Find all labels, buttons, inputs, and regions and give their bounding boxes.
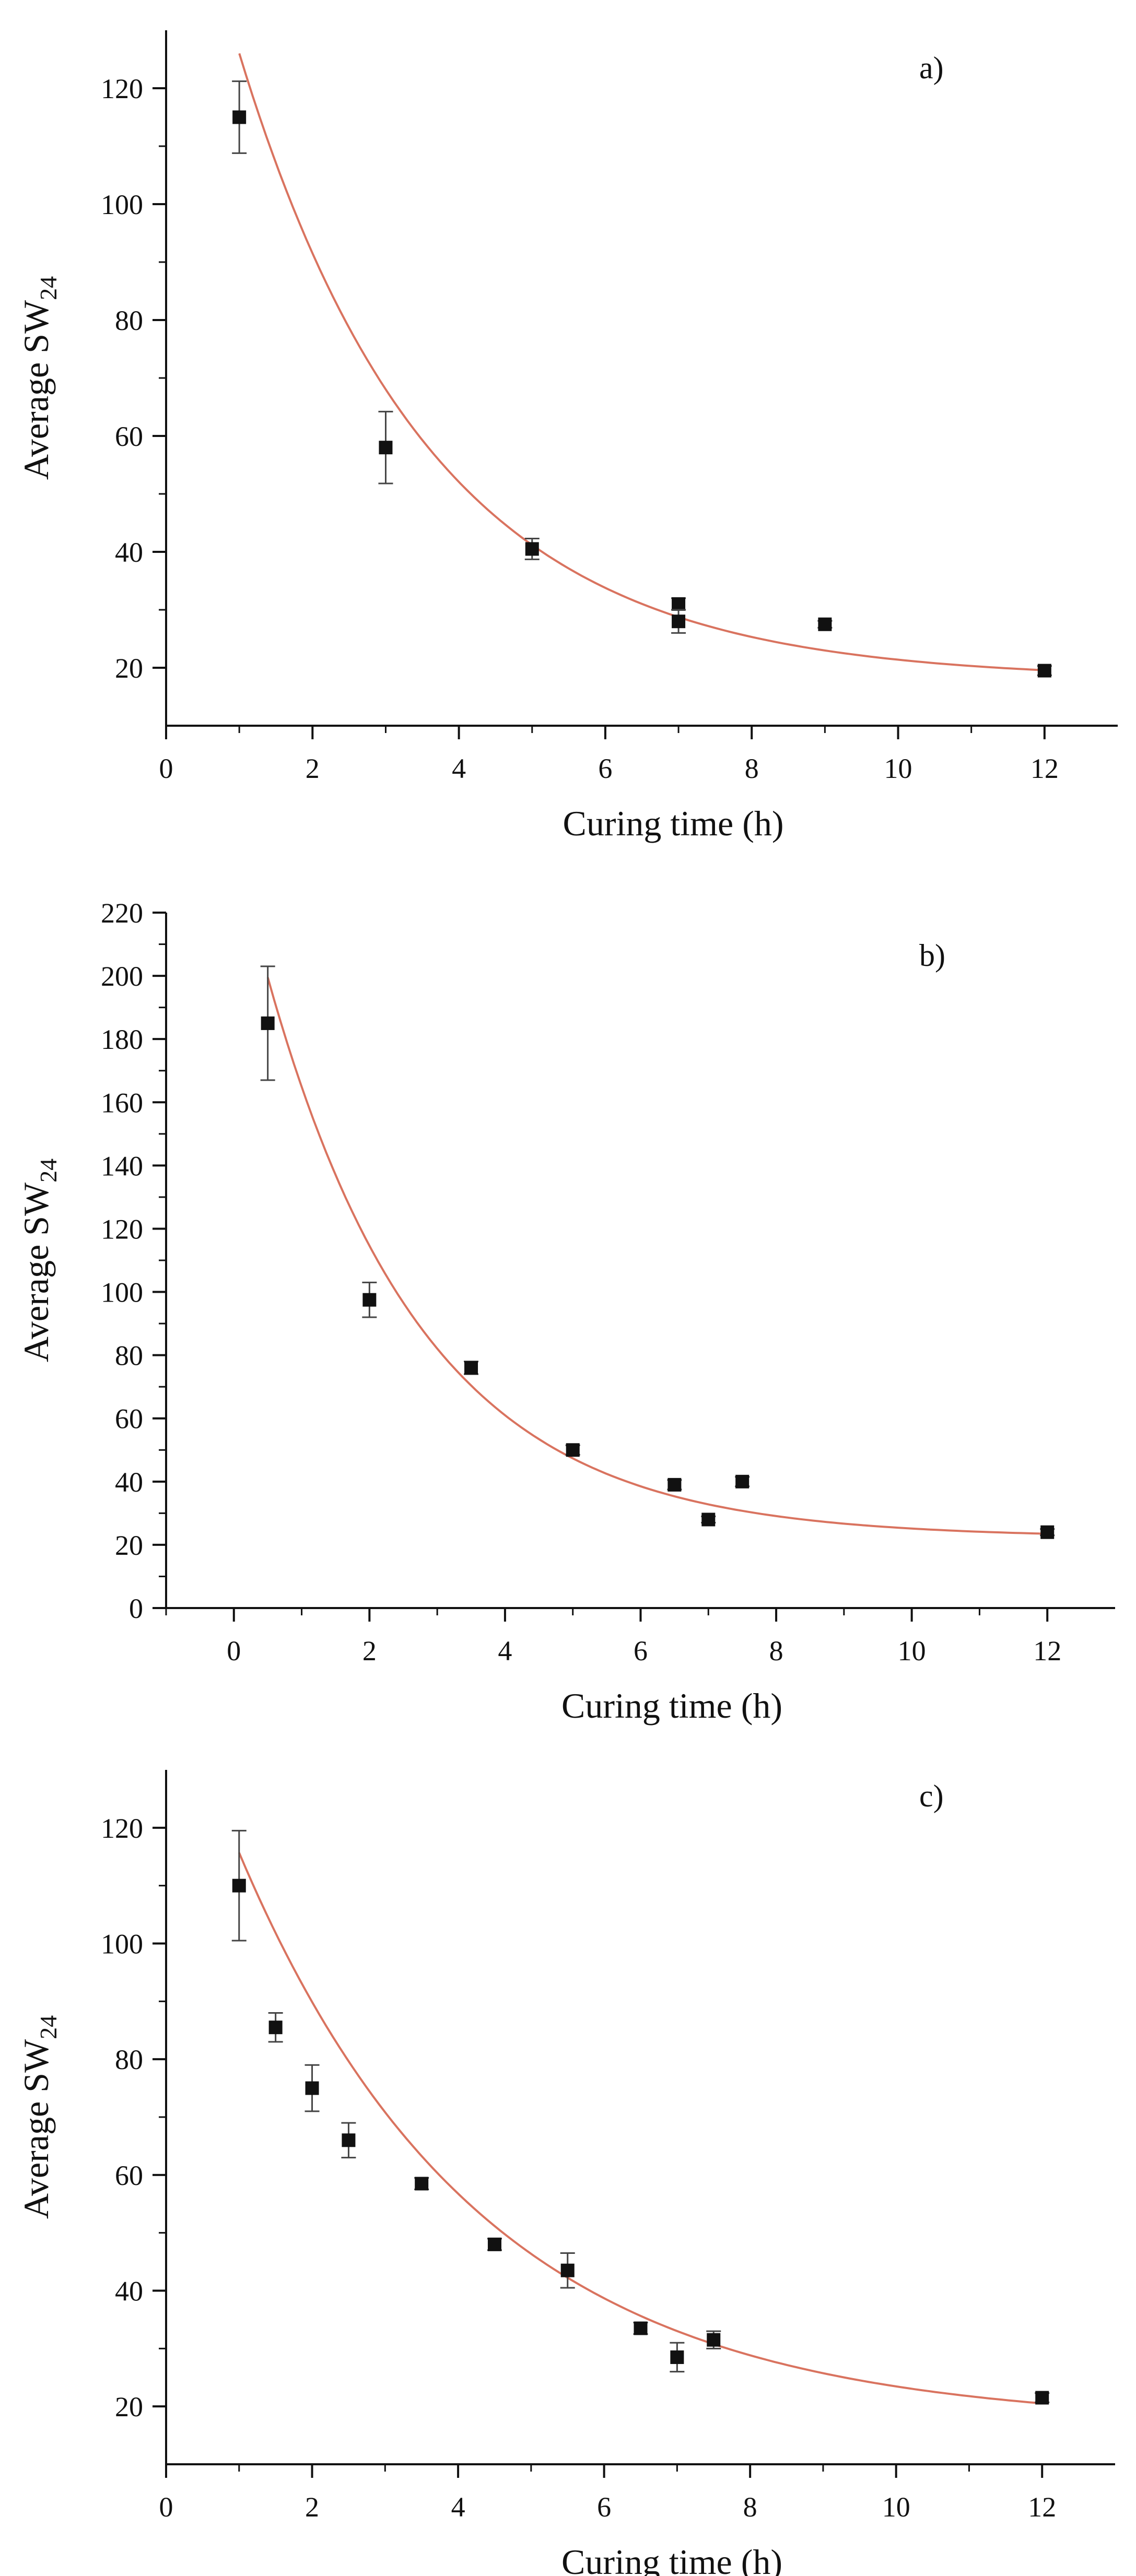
fit-curve <box>238 1852 1043 2405</box>
y-axis-title-subscript: 24 <box>35 276 62 300</box>
chart-panel: 0 2 4 6 8 10 12020406080100120140160180200220C… <box>16 897 1115 1726</box>
y-tick-label: 100 <box>101 1929 143 1960</box>
x-tick-label: 2 <box>306 753 320 784</box>
y-tick-label: 200 <box>101 961 143 992</box>
data-point <box>268 2020 283 2035</box>
data-point <box>305 2081 319 2095</box>
fit-curve <box>238 53 1045 671</box>
data-point <box>525 542 539 556</box>
data-point <box>487 2237 501 2251</box>
x-tick-label: 6 <box>597 2491 611 2523</box>
y-tick-label: 60 <box>115 1403 143 1435</box>
data-point <box>701 1512 716 1527</box>
x-tick-label: 6 <box>634 1635 648 1667</box>
y-tick-label: 0 <box>129 1593 143 1624</box>
y-axis-title: Average SW24 <box>16 1159 62 1362</box>
y-tick-label: 40 <box>115 2276 143 2307</box>
x-tick-label: 2 <box>305 2491 319 2523</box>
x-tick-label: 4 <box>452 753 466 784</box>
x-tick-label: 0 <box>159 753 173 784</box>
y-axis-title-subscript: 24 <box>35 2015 62 2039</box>
y-tick-label: 80 <box>115 1340 143 1372</box>
y-tick-label: 20 <box>115 653 143 684</box>
y-tick-label: 120 <box>101 73 143 104</box>
data-point <box>1040 1525 1055 1539</box>
data-point <box>566 1443 580 1457</box>
y-tick-label: 40 <box>115 537 143 568</box>
panel-label: b) <box>919 938 945 973</box>
y-tick-label: 60 <box>115 2160 143 2191</box>
data-point <box>232 110 247 124</box>
x-tick-label: 2 <box>362 1635 377 1667</box>
x-tick-label: 0 <box>159 2491 173 2523</box>
x-tick-label: 0 <box>227 1635 241 1667</box>
panel-label: a) <box>919 51 944 85</box>
data-point <box>1035 2391 1049 2405</box>
x-tick-label: 10 <box>884 753 912 784</box>
y-tick-label: 100 <box>101 1277 143 1308</box>
data-point <box>735 1474 749 1488</box>
x-tick-label: 12 <box>1030 753 1059 784</box>
data-point <box>818 617 832 631</box>
data-point <box>1037 664 1051 678</box>
y-tick-label: 60 <box>115 421 143 452</box>
y-axis-title: Average SW24 <box>16 276 62 480</box>
x-tick-label: 10 <box>882 2491 910 2523</box>
x-tick-label: 8 <box>745 753 759 784</box>
y-tick-label: 20 <box>115 2391 143 2423</box>
data-point <box>342 2133 356 2147</box>
x-tick-label: 8 <box>743 2491 757 2523</box>
data-point <box>261 1016 275 1030</box>
y-tick-label: 40 <box>115 1467 143 1498</box>
data-point <box>707 2333 721 2347</box>
data-point <box>667 1478 682 1492</box>
y-tick-label: 140 <box>101 1150 143 1181</box>
y-tick-label: 80 <box>115 2044 143 2075</box>
x-axis-title: Curing time (h) <box>561 2542 782 2576</box>
y-tick-label: 220 <box>101 897 143 929</box>
x-axis-title: Curing time (h) <box>563 803 783 843</box>
data-point <box>670 2350 684 2364</box>
y-tick-label: 80 <box>115 305 143 336</box>
y-tick-label: 160 <box>101 1087 143 1118</box>
y-tick-label: 100 <box>101 189 143 220</box>
y-axis-title-subscript: 24 <box>35 1159 62 1183</box>
data-point <box>464 1361 478 1375</box>
fit-curve <box>266 977 1048 1535</box>
data-point <box>362 1293 377 1307</box>
y-axis-title-main: Average SW <box>16 2039 56 2219</box>
x-tick-label: 12 <box>1033 1635 1061 1667</box>
y-tick-label: 120 <box>101 1213 143 1245</box>
data-point <box>634 2321 648 2335</box>
data-point <box>415 2177 429 2191</box>
panel-label: c) <box>919 1779 944 1813</box>
y-axis-title-main: Average SW <box>16 300 56 480</box>
x-tick-label: 8 <box>769 1635 783 1667</box>
data-point <box>379 441 393 455</box>
x-axis-title: Curing time (h) <box>561 1686 782 1726</box>
x-tick-label: 12 <box>1028 2491 1056 2523</box>
y-axis-title-main: Average SW <box>16 1182 56 1362</box>
x-tick-label: 6 <box>598 753 612 784</box>
x-tick-label: 10 <box>898 1635 926 1667</box>
x-tick-label: 4 <box>498 1635 512 1667</box>
y-tick-label: 20 <box>115 1530 143 1561</box>
data-point <box>232 1878 246 1893</box>
data-point <box>672 615 686 629</box>
x-tick-label: 4 <box>451 2491 465 2523</box>
y-axis-title: Average SW24 <box>16 2015 62 2219</box>
data-point <box>672 597 686 611</box>
y-tick-label: 120 <box>101 1813 143 1844</box>
y-tick-label: 180 <box>101 1024 143 1055</box>
data-point <box>560 2263 575 2277</box>
